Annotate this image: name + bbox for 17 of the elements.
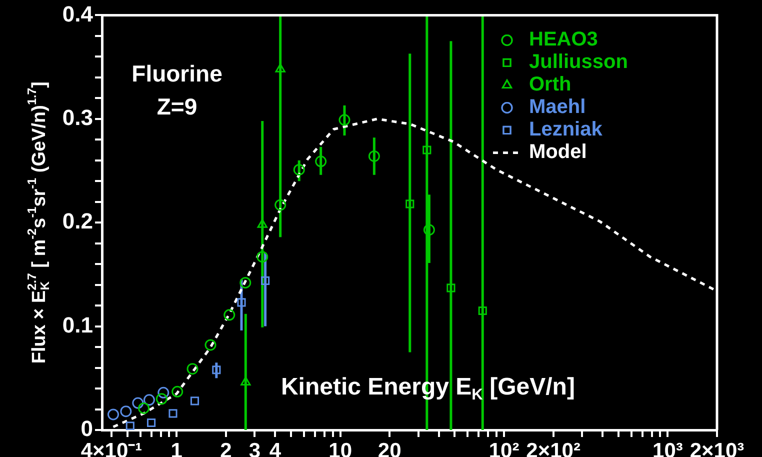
legend-label: HEAO3 [529,28,598,51]
annotation: Fluorine [132,60,222,87]
y-tick-label: 0.4 [62,1,94,26]
y-tick-label: 0.1 [62,312,93,338]
x-tick-label: 2 [220,439,232,457]
text: Flux × EK2.7 [ m-2s-1sr-1 (GeV/n)1.7] [24,82,52,364]
legend-label: Model [529,141,587,164]
y-tick-label: 0 [80,416,93,442]
legend-label: Orth [529,74,572,96]
legend-label: Lezniak [529,118,604,141]
x-tick-label: 1 [170,439,183,457]
legend-label: Maehl [529,96,586,118]
annotation: Z=9 [156,94,198,120]
y-tick-label: 0.2 [62,208,93,234]
x-tick-label: 4 [269,439,282,457]
legend-label: Julliusson [529,51,628,74]
y-tick-label: 0.3 [62,104,93,130]
